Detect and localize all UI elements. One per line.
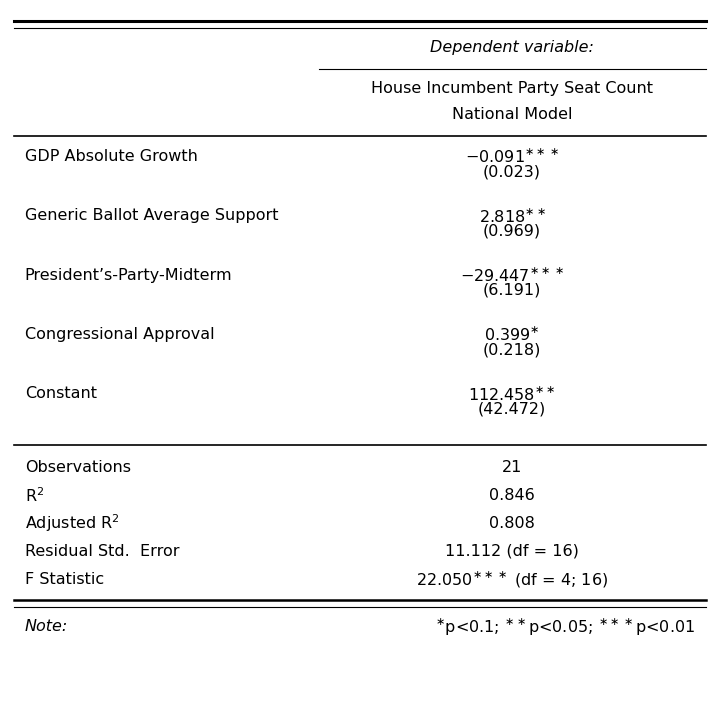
Text: Note:: Note:: [24, 619, 68, 634]
Text: (0.023): (0.023): [483, 164, 541, 179]
Text: Generic Ballot Average Support: Generic Ballot Average Support: [24, 208, 278, 224]
Text: 2.818$^{\ast\ast}$: 2.818$^{\ast\ast}$: [479, 206, 546, 225]
Text: F Statistic: F Statistic: [24, 572, 104, 587]
Text: Constant: Constant: [24, 386, 96, 401]
Text: 0.846: 0.846: [489, 488, 535, 503]
Text: 11.112 (df = 16): 11.112 (df = 16): [445, 544, 579, 559]
Text: 112.458$^{\ast\ast}$: 112.458$^{\ast\ast}$: [468, 384, 556, 403]
Text: 0.808: 0.808: [489, 516, 535, 531]
Text: (6.191): (6.191): [483, 283, 541, 298]
Text: R$^{2}$: R$^{2}$: [24, 486, 44, 505]
Text: (42.472): (42.472): [478, 402, 546, 417]
Text: $^{\ast}$p<0.1; $^{\ast\ast}$p<0.05; $^{\ast\ast\ast}$p<0.01: $^{\ast}$p<0.1; $^{\ast\ast}$p<0.05; $^{…: [435, 616, 696, 637]
Text: 0.399$^{\ast}$: 0.399$^{\ast}$: [484, 325, 540, 343]
Text: (0.218): (0.218): [483, 342, 541, 357]
Text: Congressional Approval: Congressional Approval: [24, 327, 215, 342]
Text: −29.447$^{\ast\ast\ast}$: −29.447$^{\ast\ast\ast}$: [460, 266, 564, 284]
Text: Observations: Observations: [24, 460, 131, 475]
Text: Residual Std.  Error: Residual Std. Error: [24, 544, 179, 559]
Text: Dependent variable:: Dependent variable:: [430, 40, 594, 55]
Text: 22.050$^{\ast\ast\ast}$ (df = 4; 16): 22.050$^{\ast\ast\ast}$ (df = 4; 16): [416, 570, 608, 590]
Text: National Model: National Model: [452, 107, 572, 122]
Text: Adjusted R$^{2}$: Adjusted R$^{2}$: [24, 513, 120, 534]
Text: President’s-Party-Midterm: President’s-Party-Midterm: [24, 268, 233, 283]
Text: (0.969): (0.969): [483, 224, 541, 239]
Text: GDP Absolute Growth: GDP Absolute Growth: [24, 149, 198, 164]
Text: 21: 21: [502, 460, 522, 475]
Text: House Incumbent Party Seat Count: House Incumbent Party Seat Count: [371, 80, 653, 95]
Text: −0.091$^{\ast\ast\ast}$: −0.091$^{\ast\ast\ast}$: [465, 147, 559, 165]
